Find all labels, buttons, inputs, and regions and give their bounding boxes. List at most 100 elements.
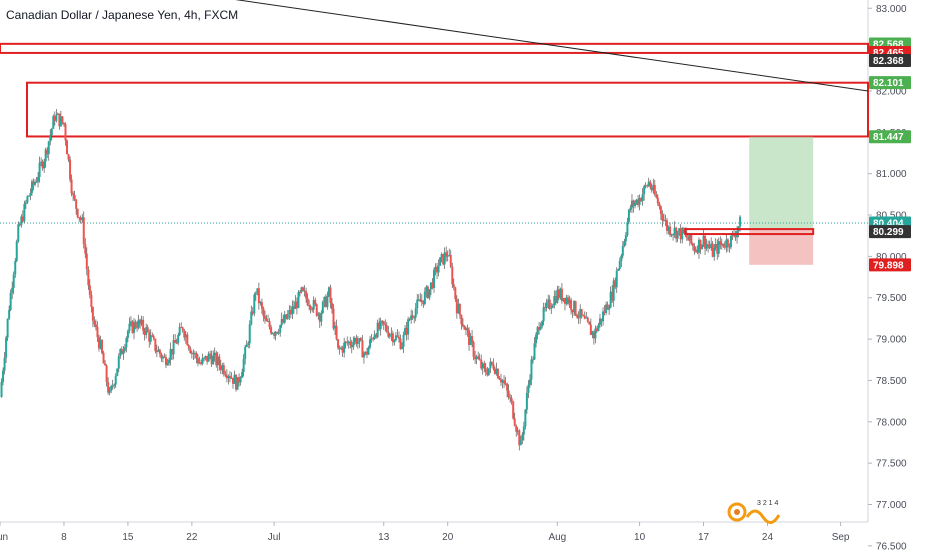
candle-body bbox=[50, 128, 53, 136]
candle-body bbox=[620, 255, 623, 262]
candle-body bbox=[495, 369, 498, 374]
candle-body bbox=[489, 361, 492, 369]
candle-body bbox=[384, 324, 387, 326]
candle-body bbox=[163, 356, 166, 358]
candle-body bbox=[259, 302, 262, 304]
candle-body bbox=[670, 234, 673, 236]
svg-text:3 2 1 4: 3 2 1 4 bbox=[757, 500, 779, 507]
candle-body bbox=[285, 314, 288, 319]
candle-body bbox=[78, 217, 81, 219]
candle-body bbox=[675, 227, 678, 239]
candle-body bbox=[585, 317, 588, 319]
candle-body bbox=[133, 321, 136, 333]
candle-body bbox=[449, 254, 452, 267]
candle-body bbox=[24, 202, 27, 204]
candle-body bbox=[230, 377, 233, 379]
candle-body bbox=[551, 305, 554, 308]
candle-body bbox=[276, 331, 279, 333]
price-tick-label: 81.000 bbox=[876, 169, 907, 180]
candle-body bbox=[714, 243, 717, 248]
candle-body bbox=[598, 318, 601, 325]
candle-body bbox=[407, 319, 410, 335]
candle-body bbox=[172, 340, 175, 355]
candle-body bbox=[267, 321, 270, 323]
candle-body bbox=[327, 287, 330, 296]
candle-body bbox=[574, 301, 577, 315]
candle-body bbox=[268, 321, 271, 328]
candle-body bbox=[320, 312, 323, 322]
candle-body bbox=[260, 302, 263, 309]
candle-body bbox=[280, 318, 283, 326]
candle-body bbox=[312, 300, 315, 310]
candle-body bbox=[32, 181, 35, 185]
candle-body bbox=[262, 308, 265, 317]
candle-body bbox=[99, 340, 102, 349]
candle-body bbox=[576, 314, 579, 318]
candle-body bbox=[545, 302, 548, 308]
candle-body bbox=[119, 348, 122, 357]
candle-body bbox=[30, 181, 33, 193]
price-tag-label: 82.465 bbox=[873, 48, 904, 59]
candle-body bbox=[442, 254, 445, 265]
candle-body bbox=[376, 322, 379, 338]
candle-body bbox=[457, 304, 460, 314]
candle-body bbox=[669, 226, 672, 235]
candle-body bbox=[580, 309, 583, 316]
candle-body bbox=[236, 377, 239, 390]
candle-body bbox=[404, 327, 407, 335]
candle-body bbox=[18, 224, 21, 226]
candle-body bbox=[49, 135, 52, 142]
candle-body bbox=[653, 184, 656, 195]
candle-body bbox=[12, 274, 15, 288]
candle-body bbox=[102, 353, 105, 364]
candle-body bbox=[254, 293, 257, 295]
candle-body bbox=[623, 241, 626, 246]
candle-body bbox=[58, 113, 61, 127]
candle-body bbox=[711, 243, 714, 257]
candle-body bbox=[289, 309, 292, 315]
candle-body bbox=[550, 307, 553, 309]
price-tag bbox=[869, 130, 911, 144]
candle-body bbox=[501, 380, 504, 383]
candle-body bbox=[612, 280, 615, 301]
candle-body bbox=[722, 243, 725, 247]
candle-body bbox=[131, 321, 134, 333]
candle-body bbox=[6, 318, 9, 338]
candle-body bbox=[9, 292, 12, 310]
candle-body bbox=[615, 270, 618, 288]
candle-body bbox=[291, 306, 294, 315]
time-tick-label: 17 bbox=[698, 532, 710, 543]
time-tick-label: 10 bbox=[634, 532, 646, 543]
candle-body bbox=[72, 193, 75, 195]
candle-body bbox=[650, 187, 653, 191]
candle-body bbox=[116, 368, 119, 376]
candle-body bbox=[14, 261, 17, 275]
time-tick-label: 20 bbox=[442, 532, 454, 543]
candle-body bbox=[189, 348, 192, 354]
candle-body bbox=[151, 335, 154, 337]
candle-body bbox=[198, 362, 201, 364]
price-tick-label: 77.000 bbox=[876, 500, 907, 511]
candle-body bbox=[685, 232, 688, 238]
candle-body bbox=[210, 355, 213, 365]
time-tick-label: 8 bbox=[61, 532, 67, 543]
candle-body bbox=[244, 346, 247, 359]
candle-body bbox=[394, 335, 397, 341]
candle-body bbox=[474, 356, 477, 360]
candle-body bbox=[233, 374, 236, 384]
candle-body bbox=[382, 321, 385, 325]
candle-body bbox=[85, 253, 88, 270]
candle-body bbox=[725, 239, 728, 248]
candle-body bbox=[166, 363, 169, 366]
candle-body bbox=[676, 230, 679, 239]
candle-body bbox=[719, 241, 722, 245]
candle-body bbox=[391, 333, 394, 343]
candle-body bbox=[630, 200, 633, 208]
candle-body bbox=[461, 324, 464, 327]
candle-body bbox=[632, 200, 635, 207]
candle-body bbox=[397, 336, 400, 339]
candle-body bbox=[515, 425, 518, 432]
candle-body bbox=[76, 208, 79, 218]
